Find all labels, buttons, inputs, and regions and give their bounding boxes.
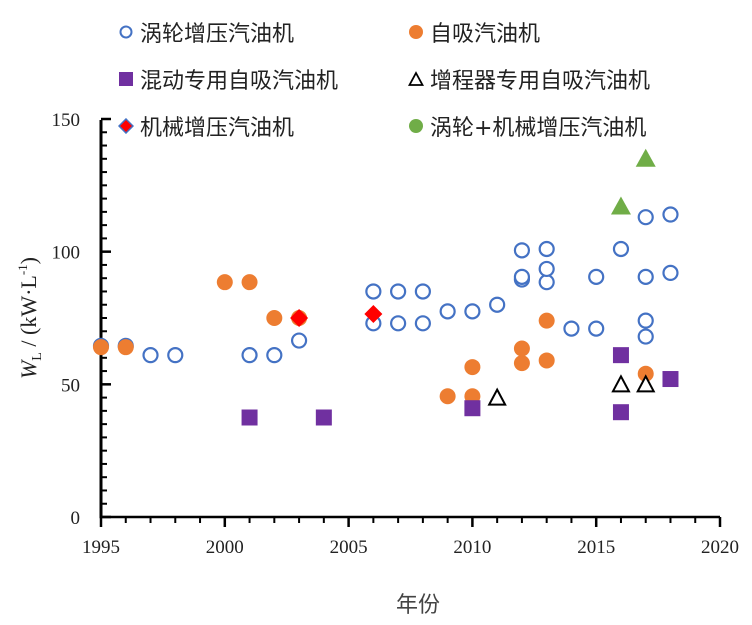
data-point (612, 404, 629, 421)
data-point (464, 400, 481, 417)
data-point (364, 305, 383, 324)
legend-label: 混动专用自吸汽油机 (140, 69, 339, 94)
data-point (93, 339, 109, 356)
legend-label: 涡轮增压汽油机 (140, 22, 295, 47)
open-circle-marker-icon (119, 25, 133, 39)
data-point (513, 242, 531, 259)
legend-label: 机械增压汽油机 (140, 116, 295, 141)
data-point (142, 347, 159, 364)
data-point (464, 303, 481, 320)
x-axis-ticks (99, 517, 722, 527)
data-point (241, 274, 258, 291)
data-point (390, 283, 407, 300)
data-point (290, 309, 309, 327)
data-point (464, 359, 481, 376)
legend-label: 增程器专用自吸汽油机 (430, 69, 651, 94)
legend-item-range-extender: 增程器专用自吸汽油机 (408, 63, 650, 95)
data-point (266, 310, 283, 326)
data-point (241, 409, 258, 426)
data-points (92, 148, 679, 426)
data-point (117, 339, 134, 356)
chart-legend: 涡轮增压汽油机 自吸汽油机 混动专用自吸汽油机 增程器专用自吸汽油机 机械增压汽… (118, 12, 738, 142)
data-point (538, 240, 555, 258)
data-point (538, 312, 555, 329)
data-point (290, 332, 308, 349)
legend-item-turbo: 涡轮增压汽油机 (118, 16, 294, 48)
x-tick-labels: 1995 2000 2005 2010 2015 2020 (82, 537, 739, 558)
open-triangle-marker-icon (408, 71, 424, 86)
data-point (513, 340, 530, 357)
y-tick-labels: 0 50 100 150 (52, 110, 81, 529)
data-point (513, 268, 531, 285)
data-point (365, 283, 382, 300)
legend-item-na: 自吸汽油机 (408, 16, 540, 48)
data-point (414, 315, 431, 332)
filled-circle-marker-icon (409, 119, 423, 133)
data-point (610, 196, 631, 215)
y-tick-label: 150 (52, 110, 81, 131)
legend-label: 涡轮+机械增压汽油机 (430, 116, 647, 141)
x-tick-label: 2000 (206, 537, 244, 558)
data-point (636, 374, 656, 393)
data-point (513, 355, 530, 372)
data-point (662, 371, 679, 388)
data-point (439, 388, 456, 405)
legend-item-supercharged: 机械增压汽油机 (118, 110, 294, 142)
x-tick-label: 2005 (330, 537, 368, 558)
data-point (635, 148, 656, 167)
legend-label: 自吸汽油机 (430, 22, 541, 47)
x-tick-label: 1995 (82, 537, 120, 558)
data-point (637, 312, 654, 329)
filled-circle-marker-icon (409, 25, 423, 39)
diamond-marker-icon (118, 118, 134, 134)
data-point (315, 409, 332, 426)
data-point (266, 347, 283, 364)
y-tick-label: 0 (71, 508, 81, 529)
data-point (538, 260, 555, 278)
y-axis-title: WL / (kW·L-1) (15, 257, 45, 379)
data-point (489, 296, 506, 313)
data-point (612, 240, 630, 258)
data-point (241, 347, 258, 364)
data-point (612, 347, 629, 364)
x-tick-label: 2015 (577, 537, 615, 558)
data-point (611, 374, 631, 393)
data-point (487, 387, 507, 406)
legend-item-twincharged: 涡轮+机械增压汽油机 (408, 110, 646, 142)
data-point (637, 328, 654, 345)
data-point (637, 365, 654, 382)
data-point (390, 315, 407, 332)
data-point (538, 352, 555, 369)
y-tick-label: 50 (61, 375, 80, 396)
data-point (637, 268, 654, 285)
data-point (662, 264, 679, 281)
data-point (563, 320, 580, 337)
data-point (588, 320, 605, 337)
data-point (662, 206, 679, 223)
data-point (637, 209, 654, 226)
legend-item-hybrid: 混动专用自吸汽油机 (118, 63, 338, 95)
x-tick-label: 2010 (453, 537, 491, 558)
y-tick-label: 100 (52, 243, 81, 264)
data-point (588, 268, 605, 285)
data-point (167, 347, 184, 364)
x-tick-label: 2020 (701, 537, 739, 558)
data-point (216, 274, 233, 291)
x-axis-title: 年份 (396, 593, 440, 618)
data-point (414, 283, 431, 300)
data-point (538, 274, 555, 291)
data-point (439, 303, 456, 320)
square-marker-icon (119, 72, 133, 86)
